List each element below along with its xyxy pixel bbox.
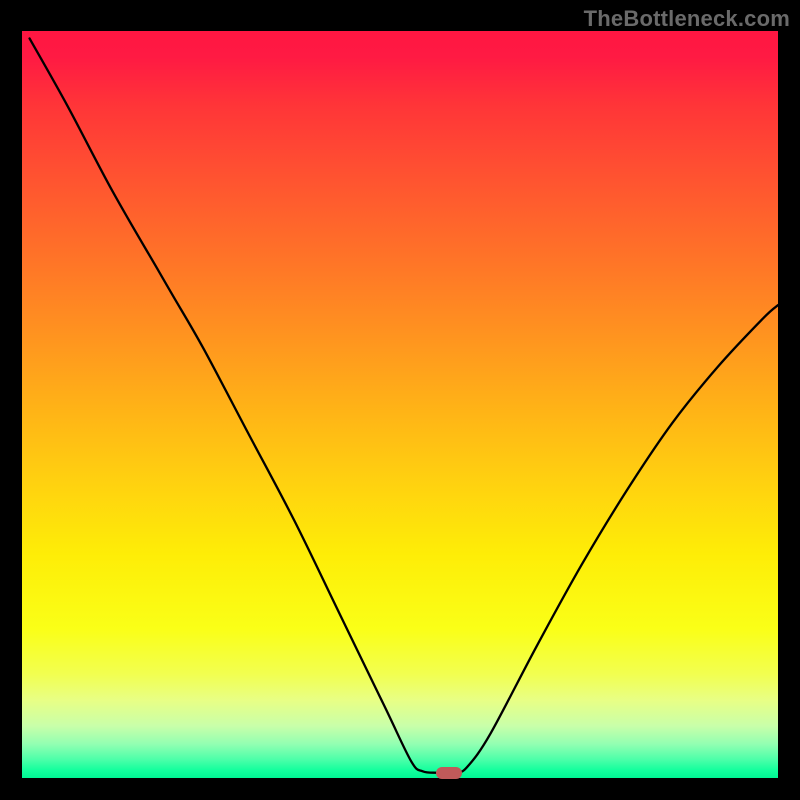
- gradient-background: [22, 31, 778, 778]
- optimal-marker: [436, 767, 462, 779]
- gradient-and-curve: [22, 31, 778, 778]
- watermark-text: TheBottleneck.com: [584, 6, 790, 32]
- chart-frame: TheBottleneck.com: [0, 0, 800, 800]
- plot-area: [22, 31, 778, 778]
